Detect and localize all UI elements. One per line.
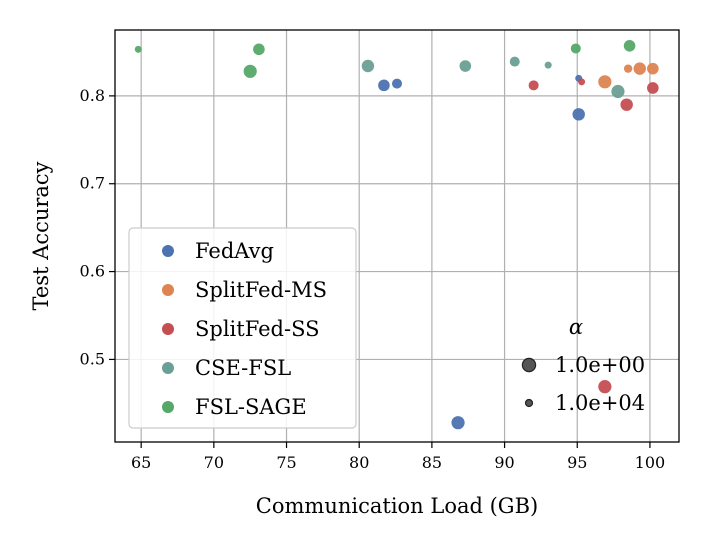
x-tick-label: 90	[494, 453, 514, 472]
x-tick-label: 75	[276, 453, 296, 472]
x-tick-label: 85	[422, 453, 442, 472]
data-point	[647, 62, 659, 75]
legend-label: FedAvg	[195, 239, 274, 263]
data-point	[451, 416, 465, 430]
series-legend: FedAvg SplitFed-MS SplitFed-SS CSE-FSL FSL-S…	[128, 227, 357, 429]
data-point	[253, 43, 265, 56]
x-tick-label: 80	[349, 453, 369, 472]
plot-frame	[114, 29, 680, 443]
size-legend: α 1.0e+00 1.0e+04	[521, 315, 645, 415]
data-points	[134, 40, 659, 430]
data-point	[459, 60, 472, 72]
data-point	[623, 40, 636, 52]
data-point	[572, 108, 585, 121]
y-tick-label: 0.7	[80, 174, 105, 193]
x-tick-label: 70	[204, 453, 224, 472]
data-point	[598, 75, 612, 89]
legend-marker	[162, 284, 174, 296]
data-point	[243, 64, 257, 78]
data-point	[611, 84, 625, 99]
data-point	[392, 78, 402, 89]
size-legend-title: α	[569, 315, 583, 339]
axis-ticks: 65 70 75 80 85 90 95 100 0.5 0.6 0.7 0.8	[80, 86, 666, 472]
x-tick-label: 65	[131, 453, 151, 472]
grid-lines	[115, 30, 679, 442]
data-point	[544, 61, 552, 69]
data-point	[509, 56, 520, 67]
data-point	[633, 62, 646, 75]
y-tick-label: 0.5	[80, 349, 105, 368]
y-tick-label: 0.8	[80, 86, 105, 105]
legend-label: SplitFed-SS	[195, 317, 320, 341]
data-point	[578, 78, 586, 86]
data-point	[134, 45, 142, 53]
data-point	[361, 59, 375, 73]
legend-label: SplitFed-MS	[195, 278, 327, 302]
data-point	[623, 64, 633, 73]
data-point	[598, 380, 612, 394]
legend-label: CSE-FSL	[195, 356, 291, 380]
data-point	[570, 43, 581, 54]
legend-marker	[162, 362, 174, 374]
x-axis-label: Communication Load (GB)	[256, 494, 538, 518]
data-point	[378, 79, 390, 92]
x-tick-label: 100	[635, 453, 666, 472]
legend-marker	[162, 245, 174, 257]
size-legend-label: 1.0e+04	[555, 391, 645, 415]
y-axis-label: Test Accuracy	[29, 161, 53, 310]
x-tick-label: 95	[567, 453, 587, 472]
y-tick-label: 0.6	[80, 262, 105, 281]
data-point	[528, 80, 539, 91]
data-point	[620, 98, 633, 111]
data-point	[647, 82, 659, 94]
legend-marker	[162, 401, 174, 413]
size-legend-marker	[521, 357, 537, 373]
size-legend-label: 1.0e+00	[555, 353, 645, 377]
legend-marker	[162, 323, 174, 335]
legend-box	[128, 227, 357, 429]
legend-label: FSL-SAGE	[195, 395, 307, 419]
size-legend-marker	[524, 398, 534, 408]
